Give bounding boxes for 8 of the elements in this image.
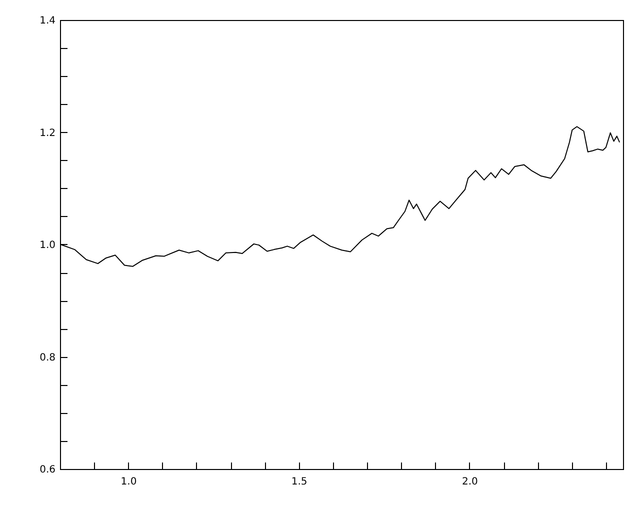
y-tick-label: 0.6 xyxy=(40,464,56,476)
y-tick-label: 1.0 xyxy=(40,240,56,251)
y-tick-label: 0.8 xyxy=(40,352,56,364)
x-tick-label: 1.5 xyxy=(291,476,308,488)
y-tick-label: 1.4 xyxy=(40,16,56,26)
x-tick-label: 1.0 xyxy=(120,476,137,488)
y-tick-label: 1.2 xyxy=(40,128,56,139)
x-tick-label: 2.0 xyxy=(462,476,478,488)
